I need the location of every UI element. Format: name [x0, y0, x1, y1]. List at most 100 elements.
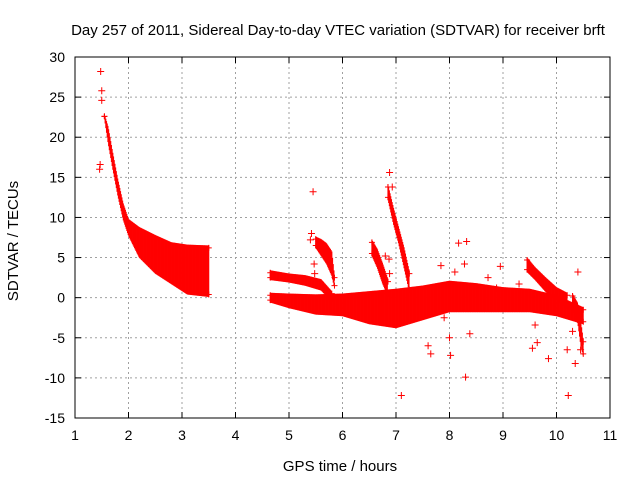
- data-point-marker: [205, 244, 212, 251]
- data-point-marker: [463, 238, 471, 246]
- data-point-marker: [384, 290, 391, 297]
- data-point-marker: [569, 302, 576, 309]
- x-tick-label: 10: [549, 427, 565, 443]
- y-tick-label: -5: [53, 330, 66, 346]
- series-band: [368, 239, 391, 297]
- data-point-marker: [460, 260, 468, 268]
- data-point-marker: [569, 327, 577, 335]
- data-point-marker: [580, 306, 587, 313]
- y-tick-label: 25: [49, 89, 65, 105]
- data-point-marker: [451, 268, 459, 276]
- x-tick-label: 4: [232, 427, 240, 443]
- x-tick-label: 1: [71, 427, 79, 443]
- data-point-marker: [388, 183, 396, 191]
- data-point-marker: [267, 297, 274, 304]
- data-point-marker: [580, 318, 587, 325]
- y-tick-label: -15: [45, 410, 65, 426]
- data-point-marker: [98, 96, 106, 104]
- data-point-marker: [524, 256, 531, 263]
- data-point-marker: [564, 302, 571, 309]
- series-band: [101, 113, 212, 298]
- data-point-marker: [528, 344, 536, 352]
- series-band: [384, 183, 413, 293]
- data-point-marker: [311, 270, 319, 278]
- data-point-marker: [424, 342, 432, 350]
- data-point-marker: [515, 280, 523, 288]
- data-point-marker: [524, 266, 531, 273]
- data-point-marker: [462, 373, 470, 381]
- data-point-marker: [484, 274, 492, 282]
- axis-ticks: 1 2 3 4 5 6 7 8 9 10 11 -15 -10 -5 0 5 10 15 20 25 30: [45, 49, 618, 443]
- series-band: [267, 280, 587, 329]
- data-point-marker: [496, 262, 504, 270]
- data-point-marker: [564, 292, 571, 299]
- series-band: [569, 293, 587, 357]
- series-band: [312, 236, 338, 289]
- data-point-marker: [406, 286, 413, 293]
- x-tick-label: 3: [178, 427, 186, 443]
- data-point-marker: [427, 350, 435, 358]
- data-point-marker: [580, 338, 587, 345]
- data-point-marker: [446, 334, 453, 342]
- data-point-marker: [328, 290, 335, 297]
- data-point-marker: [331, 282, 338, 289]
- y-tick-label: 15: [49, 169, 65, 185]
- chart-title: Day 257 of 2011, Sidereal Day-to-day VTE…: [71, 22, 606, 39]
- data-point-marker: [385, 255, 393, 263]
- y-tick-label: 10: [49, 209, 65, 225]
- data-point-marker: [307, 229, 315, 237]
- y-tick-label: 30: [49, 49, 65, 65]
- data-point-marker: [440, 314, 448, 322]
- data-points: [96, 67, 587, 400]
- data-point-marker: [96, 165, 104, 173]
- x-tick-label: 8: [446, 427, 454, 443]
- data-point-marker: [368, 250, 375, 257]
- data-point-marker: [437, 262, 445, 270]
- data-point-marker: [406, 270, 413, 277]
- data-point-marker: [447, 351, 455, 359]
- data-point-marker: [267, 274, 274, 281]
- data-point-marker: [563, 346, 571, 354]
- data-point-marker: [98, 87, 106, 95]
- data-point-marker: [571, 359, 579, 367]
- x-tick-label: 2: [125, 427, 133, 443]
- data-point-marker: [384, 194, 391, 201]
- data-point-marker: [564, 392, 572, 400]
- data-point-marker: [328, 296, 335, 303]
- data-point-marker: [577, 346, 585, 354]
- data-point-marker: [531, 321, 539, 329]
- data-point-marker: [97, 67, 105, 75]
- x-tick-label: 9: [499, 427, 507, 443]
- data-point-marker: [386, 169, 394, 177]
- series-band: [524, 256, 571, 309]
- data-point-marker: [455, 239, 463, 247]
- data-point-marker: [381, 252, 389, 260]
- series-band: [267, 269, 335, 303]
- data-point-marker: [466, 330, 474, 338]
- data-point-marker: [312, 242, 319, 249]
- x-tick-label: 5: [285, 427, 293, 443]
- y-axis-label: SDTVAR / TECUs: [5, 181, 22, 301]
- data-point-marker: [306, 236, 314, 244]
- data-point-marker: [544, 355, 552, 363]
- y-tick-label: 0: [57, 290, 65, 306]
- data-point-marker: [493, 284, 501, 292]
- data-point-marker: [569, 293, 576, 300]
- data-point-marker: [533, 339, 541, 347]
- data-point-marker: [312, 236, 319, 243]
- data-point-marker: [96, 160, 104, 168]
- x-axis-label: GPS time / hours: [283, 458, 397, 475]
- data-point-marker: [384, 278, 391, 285]
- y-tick-label: 20: [49, 129, 65, 145]
- data-point-marker: [386, 270, 394, 278]
- data-point-marker: [331, 274, 338, 281]
- data-point-marker: [397, 392, 405, 400]
- data-point-marker: [205, 291, 212, 298]
- data-point-marker: [574, 268, 582, 276]
- data-point-marker: [101, 113, 108, 120]
- y-tick-label: 5: [57, 250, 65, 266]
- x-tick-label: 6: [339, 427, 347, 443]
- y-tick-label: -10: [45, 370, 65, 386]
- data-point-marker: [309, 188, 317, 196]
